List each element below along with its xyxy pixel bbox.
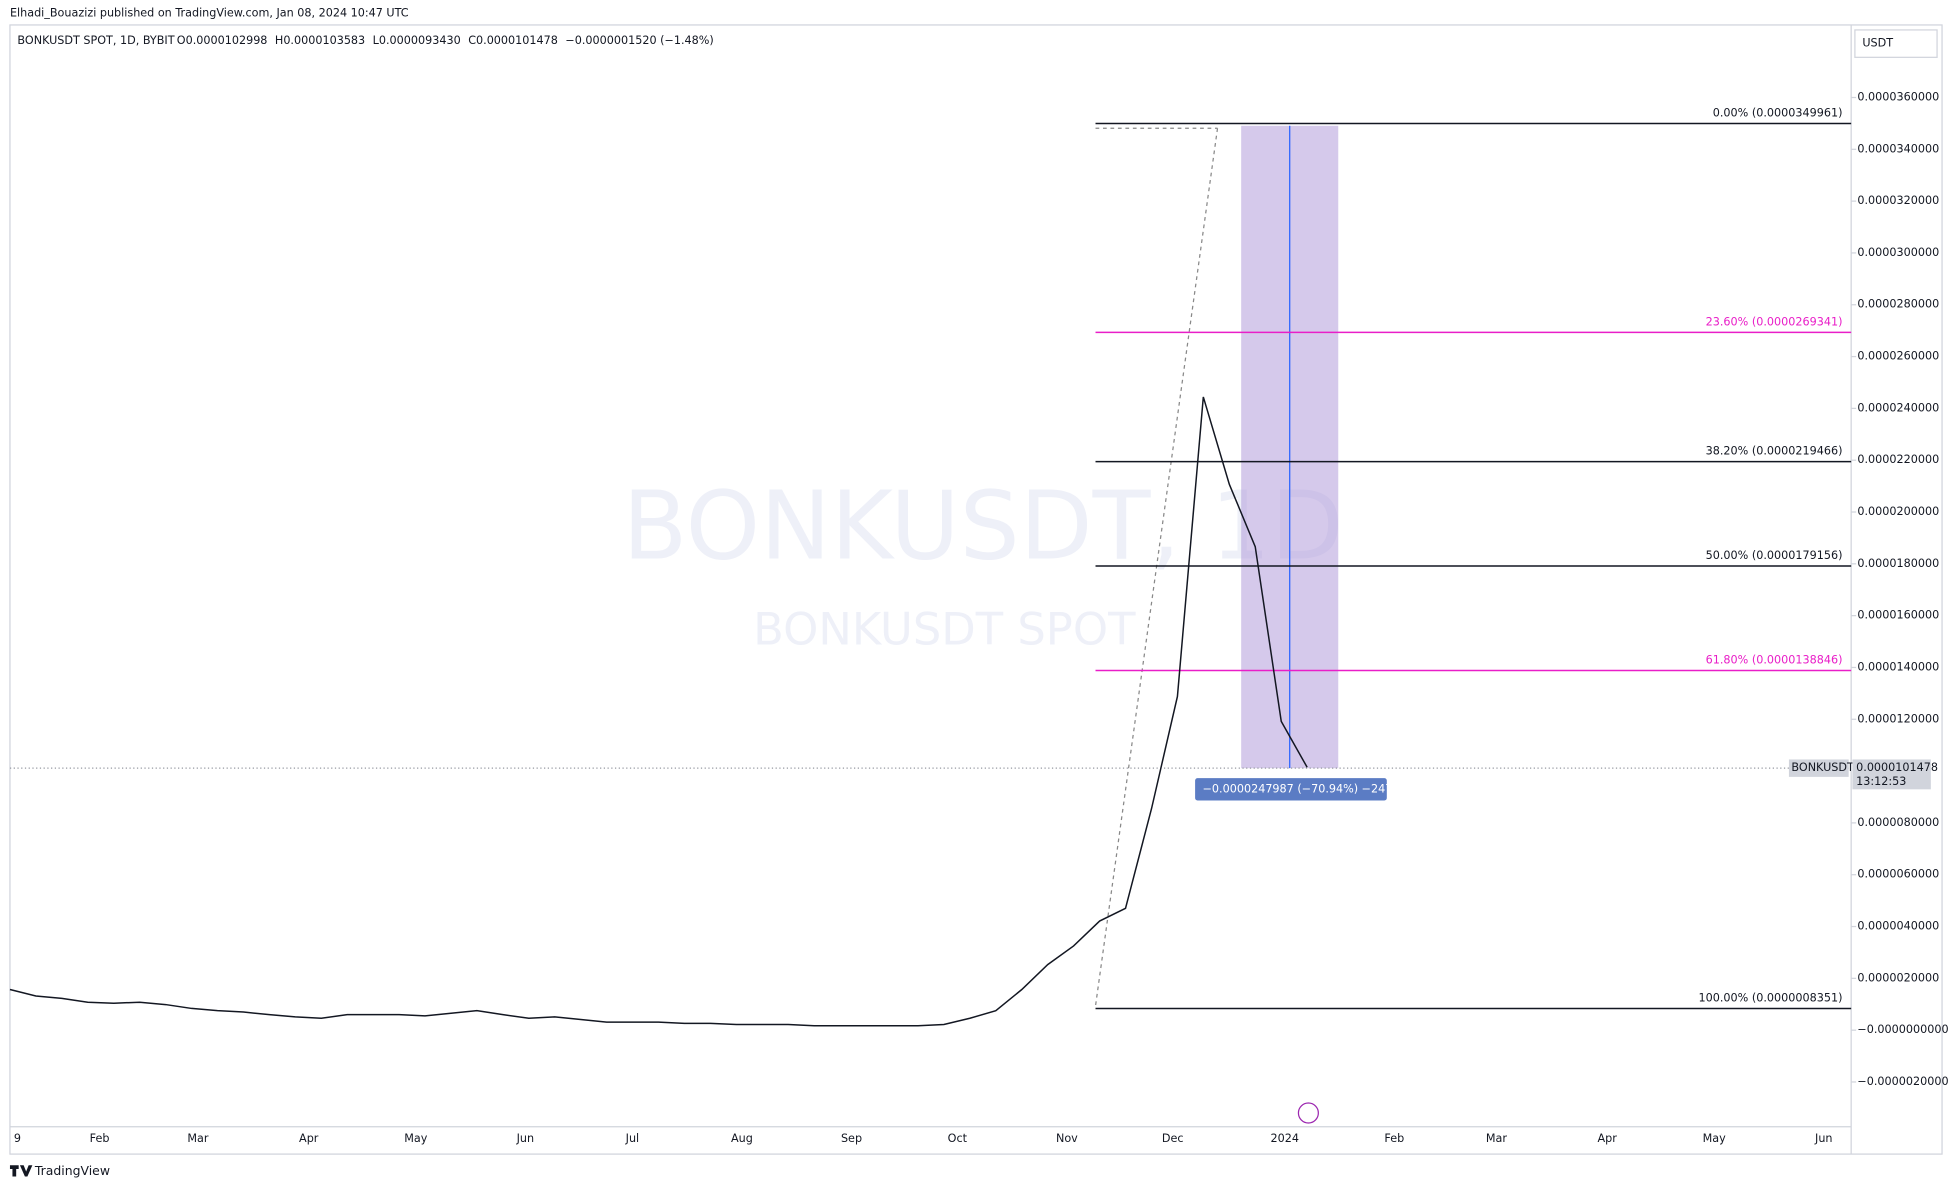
y-tick-label: 0.0000220000 bbox=[1857, 453, 1939, 466]
price-line bbox=[9, 396, 1308, 1027]
y-tick-label: 0.0000160000 bbox=[1857, 609, 1939, 622]
ohlc-value: −0.0000001520 (−1.48%) bbox=[565, 34, 713, 47]
fib-label: 0.00% (0.0000349961) bbox=[1713, 107, 1843, 120]
logo-mark bbox=[9, 1165, 33, 1177]
y-tick-label: 0.0000300000 bbox=[1857, 246, 1939, 259]
y-tick-label: 0.0000200000 bbox=[1857, 505, 1939, 518]
x-tick-label: Dec bbox=[1162, 1132, 1184, 1145]
currency[interactable]: USDT bbox=[1862, 37, 1893, 50]
event-icon[interactable] bbox=[1297, 1102, 1319, 1124]
logo: TradingView bbox=[34, 1163, 110, 1178]
x-tick-label: Mar bbox=[187, 1132, 209, 1145]
y-tick-label: 0.0000140000 bbox=[1857, 660, 1939, 673]
x-tick-label: 9 bbox=[14, 1132, 21, 1145]
x-tick-label: Aug bbox=[731, 1132, 753, 1145]
measure-label: −0.0000247987 (−70.94%) −247987 bbox=[1203, 782, 1414, 795]
price-tag bbox=[1852, 759, 1931, 790]
x-tick-label: Mar bbox=[1486, 1132, 1508, 1145]
y-tick-label: 0.0000260000 bbox=[1857, 350, 1939, 363]
x-tick-label: Nov bbox=[1056, 1132, 1078, 1145]
ohlc-value: L0.0000093430 bbox=[373, 34, 461, 47]
watermark: BONKUSDT, 1D bbox=[622, 472, 1343, 582]
y-tick-label: −0.0000000000 bbox=[1857, 1023, 1948, 1036]
watermark-sub: BONKUSDT SPOT bbox=[753, 602, 1136, 655]
x-tick-label: Oct bbox=[948, 1132, 968, 1145]
measure-label-bg bbox=[1195, 778, 1387, 801]
y-tick-label: 0.0000280000 bbox=[1857, 298, 1939, 311]
symbol-tag bbox=[1788, 759, 1849, 777]
fib-label: 100.00% (0.0000008351) bbox=[1699, 992, 1843, 1005]
y-tick-label: 0.0000020000 bbox=[1857, 971, 1939, 984]
fib-label: 38.20% (0.0000219466) bbox=[1706, 445, 1843, 458]
y-tick-label: 0.0000340000 bbox=[1857, 142, 1939, 155]
x-tick-label: Apr bbox=[299, 1132, 319, 1145]
y-tick-label: 0.0000320000 bbox=[1857, 194, 1939, 207]
y-tick-label: 0.0000080000 bbox=[1857, 816, 1939, 829]
x-tick-label: Jul bbox=[625, 1132, 640, 1145]
fib-label: 50.00% (0.0000179156) bbox=[1706, 549, 1843, 562]
y-tick-label: 0.0000040000 bbox=[1857, 920, 1939, 933]
y-tick-label: 0.0000240000 bbox=[1857, 401, 1939, 414]
price-tag-countdown: 13:12:53 bbox=[1856, 775, 1906, 788]
symbol-tag-text: BONKUSDT bbox=[1791, 761, 1854, 774]
currency-box[interactable] bbox=[1854, 29, 1938, 58]
price-tag-price: 0.0000101478 bbox=[1856, 761, 1938, 774]
x-tick-label: Jun bbox=[1814, 1132, 1832, 1145]
y-tick-label: 0.0000180000 bbox=[1857, 557, 1939, 570]
x-tick-label: Sep bbox=[841, 1132, 862, 1145]
x-tick-label: May bbox=[404, 1132, 428, 1145]
y-tick-label: 0.0000360000 bbox=[1857, 90, 1939, 103]
x-tick-label: Jun bbox=[516, 1132, 534, 1145]
fib-label: 23.60% (0.0000269341) bbox=[1706, 315, 1843, 328]
frame bbox=[9, 24, 1943, 1155]
publisher: Elhadi_Bouazizi published on TradingView… bbox=[10, 7, 409, 20]
y-tick-label: 0.0000120000 bbox=[1857, 712, 1939, 725]
symbol: BONKUSDT SPOT, 1D, BYBIT bbox=[17, 34, 174, 47]
y-tick-label: −0.0000020000 bbox=[1857, 1075, 1948, 1088]
ohlc-value: C0.0000101478 bbox=[468, 34, 558, 47]
x-tick-label: Apr bbox=[1597, 1132, 1617, 1145]
x-tick-label: Feb bbox=[1384, 1132, 1404, 1145]
ohlc-value: H0.0000103583 bbox=[275, 34, 365, 47]
fib-trend bbox=[1094, 128, 1219, 1007]
x-tick-label: 2024 bbox=[1270, 1132, 1298, 1145]
ohlc-value: O0.0000102998 bbox=[177, 34, 268, 47]
fib-label: 61.80% (0.0000138846) bbox=[1706, 653, 1843, 666]
x-tick-label: May bbox=[1703, 1132, 1727, 1145]
y-tick-label: 0.0000060000 bbox=[1857, 868, 1939, 881]
x-tick-label: Feb bbox=[90, 1132, 110, 1145]
